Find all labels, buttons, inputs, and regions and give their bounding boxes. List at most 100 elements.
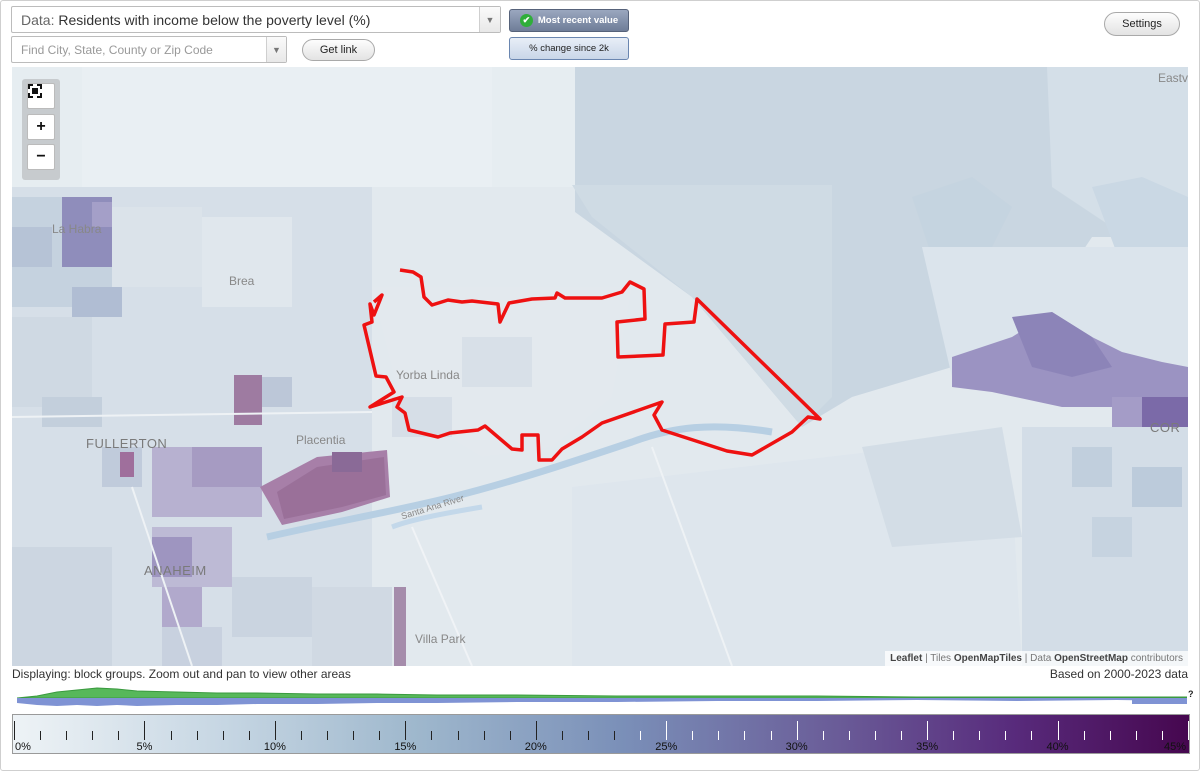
legend-minor-tick [979, 731, 981, 740]
openmaptiles-link[interactable]: OpenMapTiles [953, 653, 1022, 664]
map-area [392, 397, 452, 437]
map-area [1012, 312, 1112, 377]
map-area [92, 202, 112, 227]
legend-minor-tick [431, 731, 433, 740]
road [411, 526, 473, 666]
leaflet-link[interactable]: Leaflet [890, 653, 923, 664]
legend-label: 0% [15, 741, 31, 753]
chevron-down-icon[interactable]: ▼ [479, 7, 500, 32]
place-label-corona: COR [1150, 420, 1181, 435]
fullscreen-icon[interactable] [27, 83, 55, 109]
map-area [1112, 397, 1142, 427]
map-area [42, 397, 102, 427]
data-range-note: Based on 2000-2023 data [1049, 667, 1188, 681]
chevron-down-icon[interactable]: ▼ [266, 37, 286, 62]
zoom-in-button[interactable]: + [27, 114, 55, 140]
map-area [862, 427, 1022, 547]
legend-major-tick [1057, 721, 1059, 740]
legend-minor-tick [379, 731, 381, 740]
location-search-input[interactable] [11, 36, 287, 63]
map-area [394, 587, 406, 666]
most-recent-value-toggle[interactable]: ✔ Most recent value [509, 9, 629, 32]
map-area [112, 207, 202, 287]
map-area [12, 227, 52, 267]
legend-minor-tick [770, 731, 772, 740]
legend-major-tick [796, 721, 798, 740]
legend-major-tick [405, 721, 407, 740]
map-area [82, 67, 492, 187]
change-since-2k-toggle[interactable]: % change since 2k [509, 37, 629, 60]
map-attribution: Leaflet | Tiles OpenMapTiles | Data Open… [885, 651, 1188, 666]
legend-label: 30% [785, 741, 808, 753]
legend-minor-tick [66, 731, 68, 740]
map-area [332, 452, 362, 472]
get-link-button[interactable]: Get link [302, 39, 375, 61]
histogram-tail [1132, 698, 1187, 704]
legend-label: 5% [136, 741, 153, 753]
legend-minor-tick [901, 731, 903, 740]
legend-color-scale: 0% 5% 10% 15% 20% 25% 30% 35% 40% 45% [12, 714, 1190, 754]
river [266, 423, 773, 541]
legend-major-tick [144, 721, 146, 740]
histogram-2k-series [17, 687, 1187, 699]
legend-minor-tick [457, 731, 459, 740]
legend-minor-tick [40, 731, 42, 740]
data-select[interactable]: Data: Residents with income below the po… [11, 6, 501, 33]
data-select-value: Residents with income below the poverty … [58, 11, 371, 28]
map-area [120, 452, 134, 477]
road [12, 411, 373, 418]
map-area [234, 375, 262, 425]
legend-minor-tick [222, 731, 224, 740]
legend-minor-tick [1031, 731, 1033, 740]
place-label-la-habra: La Habra [52, 222, 102, 236]
most-recent-value-label: Most recent value [537, 15, 619, 26]
map-area [202, 217, 292, 307]
road [131, 486, 193, 666]
map-area [912, 177, 1012, 257]
fullscreen-icon-glyph [28, 84, 42, 98]
legend-minor-tick [692, 731, 694, 740]
place-label-placentia: Placentia [296, 433, 346, 447]
histogram-current-series [17, 698, 1187, 706]
legend-minor-tick [561, 731, 563, 740]
openstreetmap-link[interactable]: OpenStreetMap [1054, 653, 1128, 664]
legend-minor-tick [1161, 731, 1163, 740]
legend-minor-tick [509, 731, 511, 740]
attribution-contributors: contributors [1127, 653, 1183, 664]
legend-minor-tick [744, 731, 746, 740]
legend-minor-tick [953, 731, 955, 740]
attribution-separator: | Data [1022, 653, 1055, 664]
legend-minor-tick [1083, 731, 1085, 740]
map-area [1092, 517, 1132, 557]
road [651, 446, 733, 666]
map-area [162, 627, 222, 666]
legend-minor-tick [300, 731, 302, 740]
map-area [232, 577, 312, 637]
legend-minor-tick [327, 731, 329, 740]
map-area [462, 337, 532, 387]
legend-major-tick [535, 721, 537, 740]
legend-minor-tick [1109, 731, 1111, 740]
map-area [262, 377, 292, 407]
legend-minor-tick [1135, 731, 1137, 740]
city-boundary-outline [362, 268, 822, 462]
map-area [312, 587, 392, 666]
place-label-anaheim: ANAHEIM [144, 563, 207, 578]
checkmark-icon: ✔ [519, 14, 533, 27]
legend-minor-tick [92, 731, 94, 740]
map-area [12, 317, 92, 407]
legend-label: 25% [655, 741, 678, 753]
map-view[interactable]: La Habra Brea Yorba Linda FULLERTON Plac… [12, 67, 1188, 666]
map-area [277, 457, 386, 519]
settings-button[interactable]: Settings [1104, 12, 1180, 36]
zoom-out-button[interactable]: − [27, 144, 55, 170]
map-area [72, 287, 122, 317]
legend-major-tick [666, 721, 668, 740]
data-select-label: Data: [21, 11, 55, 28]
histogram-help-icon[interactable]: ? [1188, 689, 1194, 699]
map-area [192, 447, 262, 487]
legend-major-tick [927, 721, 929, 740]
legend-minor-tick [196, 731, 198, 740]
place-label-yorba-linda: Yorba Linda [396, 368, 460, 382]
map-area [152, 537, 192, 577]
